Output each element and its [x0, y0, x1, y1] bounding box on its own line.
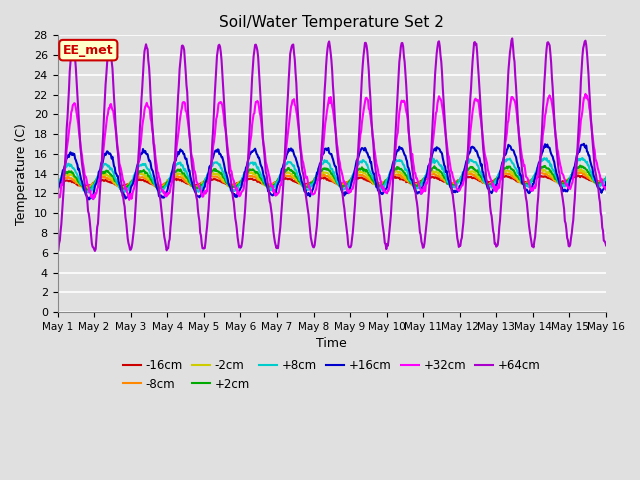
+32cm	[205, 172, 213, 178]
-2cm	[63, 172, 71, 178]
+16cm	[399, 148, 407, 154]
Line: -16cm: -16cm	[58, 176, 606, 187]
+2cm	[205, 171, 213, 177]
Line: +16cm: +16cm	[58, 144, 606, 199]
+2cm	[84, 187, 92, 193]
-2cm	[121, 185, 129, 191]
+2cm	[415, 180, 423, 186]
+64cm	[176, 66, 184, 72]
+32cm	[120, 179, 128, 184]
+2cm	[399, 168, 407, 174]
Line: -2cm: -2cm	[58, 169, 606, 189]
-2cm	[415, 180, 423, 185]
-16cm	[574, 173, 582, 179]
+2cm	[121, 185, 129, 191]
+64cm	[602, 242, 610, 248]
-8cm	[415, 180, 423, 186]
Line: +64cm: +64cm	[58, 38, 606, 252]
-16cm	[121, 182, 129, 188]
+64cm	[120, 200, 128, 206]
Title: Soil/Water Temperature Set 2: Soil/Water Temperature Set 2	[220, 15, 444, 30]
+64cm	[63, 115, 71, 121]
+16cm	[121, 193, 129, 199]
X-axis label: Time: Time	[316, 337, 347, 350]
+8cm	[63, 162, 71, 168]
-2cm	[602, 176, 610, 182]
-16cm	[54, 180, 61, 186]
+32cm	[582, 91, 589, 97]
+16cm	[54, 188, 61, 193]
-16cm	[399, 177, 407, 183]
-16cm	[602, 175, 610, 181]
+8cm	[399, 162, 407, 168]
+8cm	[579, 155, 586, 161]
Line: +2cm: +2cm	[58, 166, 606, 190]
-2cm	[84, 186, 92, 192]
-2cm	[54, 182, 61, 188]
+32cm	[54, 195, 61, 201]
+32cm	[415, 182, 423, 188]
+64cm	[205, 206, 212, 212]
+8cm	[205, 168, 213, 174]
+16cm	[63, 155, 71, 160]
-2cm	[177, 171, 184, 177]
-16cm	[415, 180, 423, 186]
Y-axis label: Temperature (C): Temperature (C)	[15, 123, 28, 225]
-8cm	[121, 184, 129, 190]
+32cm	[125, 197, 133, 203]
Legend: -16cm, -8cm, -2cm, +2cm, +8cm, +16cm, +32cm, +64cm: -16cm, -8cm, -2cm, +2cm, +8cm, +16cm, +3…	[118, 354, 545, 396]
+8cm	[120, 190, 128, 195]
+64cm	[508, 36, 516, 41]
+2cm	[602, 175, 610, 181]
-2cm	[399, 172, 407, 178]
-16cm	[79, 184, 87, 190]
+8cm	[177, 159, 184, 165]
-8cm	[602, 176, 610, 181]
+8cm	[121, 188, 129, 193]
-16cm	[205, 177, 213, 182]
-16cm	[63, 178, 71, 183]
Text: EE_met: EE_met	[63, 44, 114, 57]
+16cm	[580, 141, 588, 147]
+2cm	[177, 167, 184, 172]
+16cm	[602, 179, 610, 185]
-16cm	[177, 177, 184, 183]
+32cm	[63, 141, 71, 147]
+2cm	[54, 180, 61, 186]
+8cm	[415, 185, 423, 191]
+64cm	[54, 249, 61, 255]
+32cm	[177, 114, 184, 120]
+32cm	[602, 187, 610, 192]
-2cm	[576, 166, 584, 172]
-8cm	[577, 169, 585, 175]
+2cm	[63, 170, 71, 176]
+2cm	[576, 163, 584, 168]
-8cm	[399, 175, 407, 181]
-8cm	[177, 174, 184, 180]
Line: -8cm: -8cm	[58, 172, 606, 188]
+8cm	[54, 180, 61, 186]
+16cm	[85, 196, 93, 202]
+64cm	[415, 215, 422, 220]
-8cm	[63, 175, 71, 181]
Line: +8cm: +8cm	[58, 158, 606, 192]
Line: +32cm: +32cm	[58, 94, 606, 200]
-8cm	[205, 175, 213, 180]
-2cm	[205, 172, 213, 178]
+16cm	[177, 146, 184, 152]
-8cm	[82, 185, 90, 191]
+8cm	[602, 175, 610, 180]
-8cm	[54, 181, 61, 187]
+16cm	[415, 189, 423, 195]
+16cm	[205, 164, 213, 170]
+64cm	[399, 40, 406, 46]
+32cm	[399, 99, 407, 105]
